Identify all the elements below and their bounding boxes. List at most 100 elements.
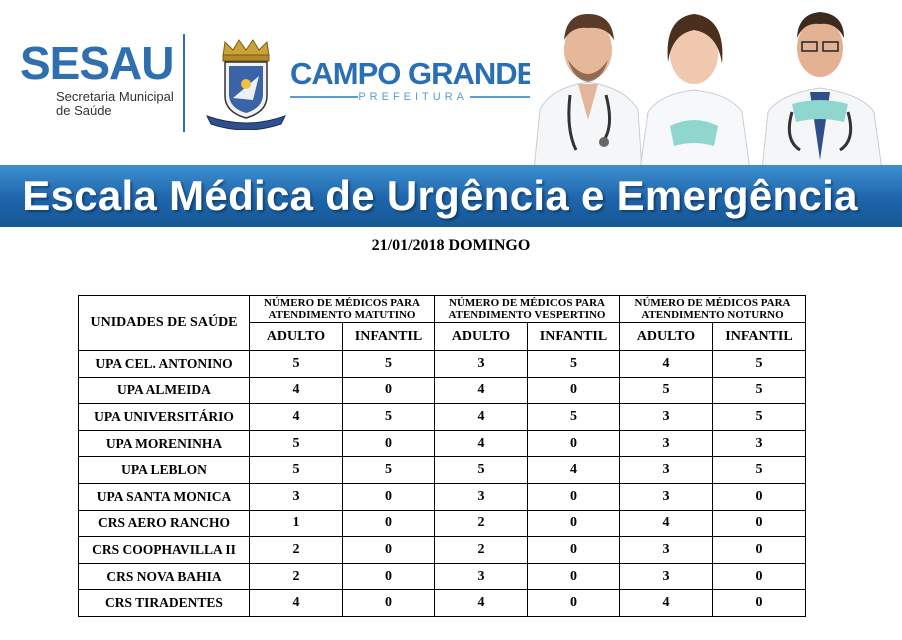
unit-name-cell: UPA UNIVERSITÁRIO [78, 403, 250, 431]
unit-name-cell: CRS TIRADENTES [78, 589, 250, 617]
doctor-count-cell: 4 [434, 589, 528, 617]
table-row: UPA SANTA MONICA 3 0 3 0 3 0 [78, 482, 806, 511]
doctor-count-cell: 5 [342, 456, 435, 484]
doctor-count-cell: 5 [712, 350, 806, 378]
subheader-child: INFANTIL [712, 322, 806, 351]
doctor-count-cell: 3 [619, 456, 713, 484]
logo-divider [183, 34, 185, 132]
doctor-count-cell: 0 [342, 509, 435, 538]
table-row: CRS COOPHAVILLA II 2 0 2 0 3 0 [78, 536, 806, 564]
doctor-middle-figure [639, 14, 751, 170]
doctor-count-cell: 0 [342, 376, 435, 405]
doctor-count-cell: 3 [712, 429, 806, 458]
schedule-date: 21/01/2018 DOMINGO [371, 237, 531, 254]
doctor-count-cell: 4 [249, 376, 343, 405]
doctor-count-cell: 4 [434, 429, 528, 458]
doctor-count-cell: 4 [619, 589, 713, 617]
doctor-count-cell: 3 [619, 403, 713, 431]
doctor-count-cell: 4 [249, 403, 343, 431]
doctor-count-cell: 4 [434, 403, 528, 431]
city-subtitle: PREFEITURA [358, 91, 469, 103]
subheader-child: INFANTIL [527, 322, 620, 351]
table-row: UPA UNIVERSITÁRIO 4 5 4 5 3 5 [78, 403, 806, 431]
table-row: CRS TIRADENTES 4 0 4 0 4 0 [78, 589, 806, 617]
header: SESAU Secretaria Municipal de Saúde CAMP… [0, 0, 902, 230]
doctor-count-cell: 5 [434, 456, 528, 484]
doctor-count-cell: 0 [712, 562, 806, 591]
doctor-count-cell: 0 [712, 482, 806, 511]
table-row: UPA LEBLON 5 5 5 4 3 5 [78, 456, 806, 484]
doctor-count-cell: 3 [434, 350, 528, 378]
period-header-afternoon: NÚMERO DE MÉDICOS PARA ATENDIMENTO VESPE… [434, 295, 620, 323]
doctor-count-cell: 0 [342, 589, 435, 617]
period-header-morning: NÚMERO DE MÉDICOS PARA ATENDIMENTO MATUT… [249, 295, 435, 323]
title-banner: Escala Médica de Urgência e Emergência [0, 165, 902, 227]
doctor-count-cell: 0 [712, 589, 806, 617]
doctor-right-figure [761, 12, 883, 170]
doctor-count-cell: 0 [342, 562, 435, 591]
unit-name-cell: UPA LEBLON [78, 456, 250, 484]
doctor-count-cell: 2 [249, 562, 343, 591]
doctor-count-cell: 5 [342, 403, 435, 431]
subtitle-rule-left [290, 96, 358, 98]
doctor-count-cell: 0 [527, 562, 620, 591]
unit-name-cell: UPA MORENINHA [78, 429, 250, 458]
doctor-count-cell: 3 [619, 536, 713, 564]
subheader-adult: ADULTO [434, 322, 528, 351]
doctor-count-cell: 3 [619, 562, 713, 591]
subtitle-rule-right [470, 96, 542, 98]
table-row: UPA MORENINHA 5 0 4 0 3 3 [78, 429, 806, 458]
doctor-count-cell: 4 [434, 376, 528, 405]
doctor-count-cell: 0 [342, 482, 435, 511]
doctor-count-cell: 0 [527, 482, 620, 511]
doctor-count-cell: 0 [527, 536, 620, 564]
sesau-subtitle: Secretaria Municipal de Saúde [56, 89, 174, 118]
city-crest-icon [205, 39, 287, 130]
doctor-count-cell: 5 [712, 403, 806, 431]
doctors-photo [530, 0, 902, 170]
unit-name-cell: CRS COOPHAVILLA II [78, 536, 250, 564]
doctor-count-cell: 2 [249, 536, 343, 564]
doctor-count-cell: 2 [434, 509, 528, 538]
doctor-count-cell: 4 [619, 509, 713, 538]
doctor-count-cell: 1 [249, 509, 343, 538]
doctor-count-cell: 4 [619, 350, 713, 378]
table-row: CRS AERO RANCHO 1 0 2 0 4 0 [78, 509, 806, 538]
doctor-count-cell: 0 [527, 509, 620, 538]
doctor-count-cell: 4 [249, 589, 343, 617]
doctor-count-cell: 5 [712, 376, 806, 405]
doctor-count-cell: 3 [619, 482, 713, 511]
table-row: UPA CEL. ANTONINO 5 5 3 5 4 5 [78, 350, 806, 378]
doctor-count-cell: 2 [434, 536, 528, 564]
unit-name-cell: CRS AERO RANCHO [78, 509, 250, 538]
sesau-logo: SESAU Secretaria Municipal de Saúde [20, 40, 174, 118]
schedule-table: UNIDADES DE SAÚDE NÚMERO DE MÉDICOS PARA… [78, 295, 806, 617]
unit-name-cell: UPA SANTA MONICA [78, 482, 250, 511]
sesau-logo-text: SESAU [20, 37, 174, 89]
subheader-adult: ADULTO [619, 322, 713, 351]
doctor-count-cell: 5 [249, 456, 343, 484]
table-row: CRS NOVA BAHIA 2 0 3 0 3 0 [78, 562, 806, 591]
doctor-count-cell: 5 [249, 429, 343, 458]
period-header-night: NÚMERO DE MÉDICOS PARA ATENDIMENTO NOTUR… [619, 295, 806, 323]
doctor-count-cell: 0 [527, 376, 620, 405]
units-column-header: UNIDADES DE SAÚDE [78, 295, 250, 351]
subheader-child: INFANTIL [342, 322, 435, 351]
doctor-count-cell: 3 [434, 562, 528, 591]
doctor-count-cell: 5 [342, 350, 435, 378]
doctor-count-cell: 0 [712, 536, 806, 564]
unit-name-cell: CRS NOVA BAHIA [78, 562, 250, 591]
doctor-count-cell: 0 [712, 509, 806, 538]
doctor-count-cell: 4 [527, 456, 620, 484]
doctor-count-cell: 3 [249, 482, 343, 511]
doctor-count-cell: 3 [619, 429, 713, 458]
unit-name-cell: UPA ALMEIDA [78, 376, 250, 405]
doctor-count-cell: 0 [342, 536, 435, 564]
city-name: CAMPO GRANDE [290, 56, 537, 91]
doctor-count-cell: 0 [342, 429, 435, 458]
doctor-count-cell: 0 [527, 429, 620, 458]
unit-name-cell: UPA CEL. ANTONINO [78, 350, 250, 378]
doctor-count-cell: 5 [527, 403, 620, 431]
campo-grande-logo: CAMPO GRANDE PREFEITURA [290, 56, 537, 104]
doctor-count-cell: 5 [619, 376, 713, 405]
